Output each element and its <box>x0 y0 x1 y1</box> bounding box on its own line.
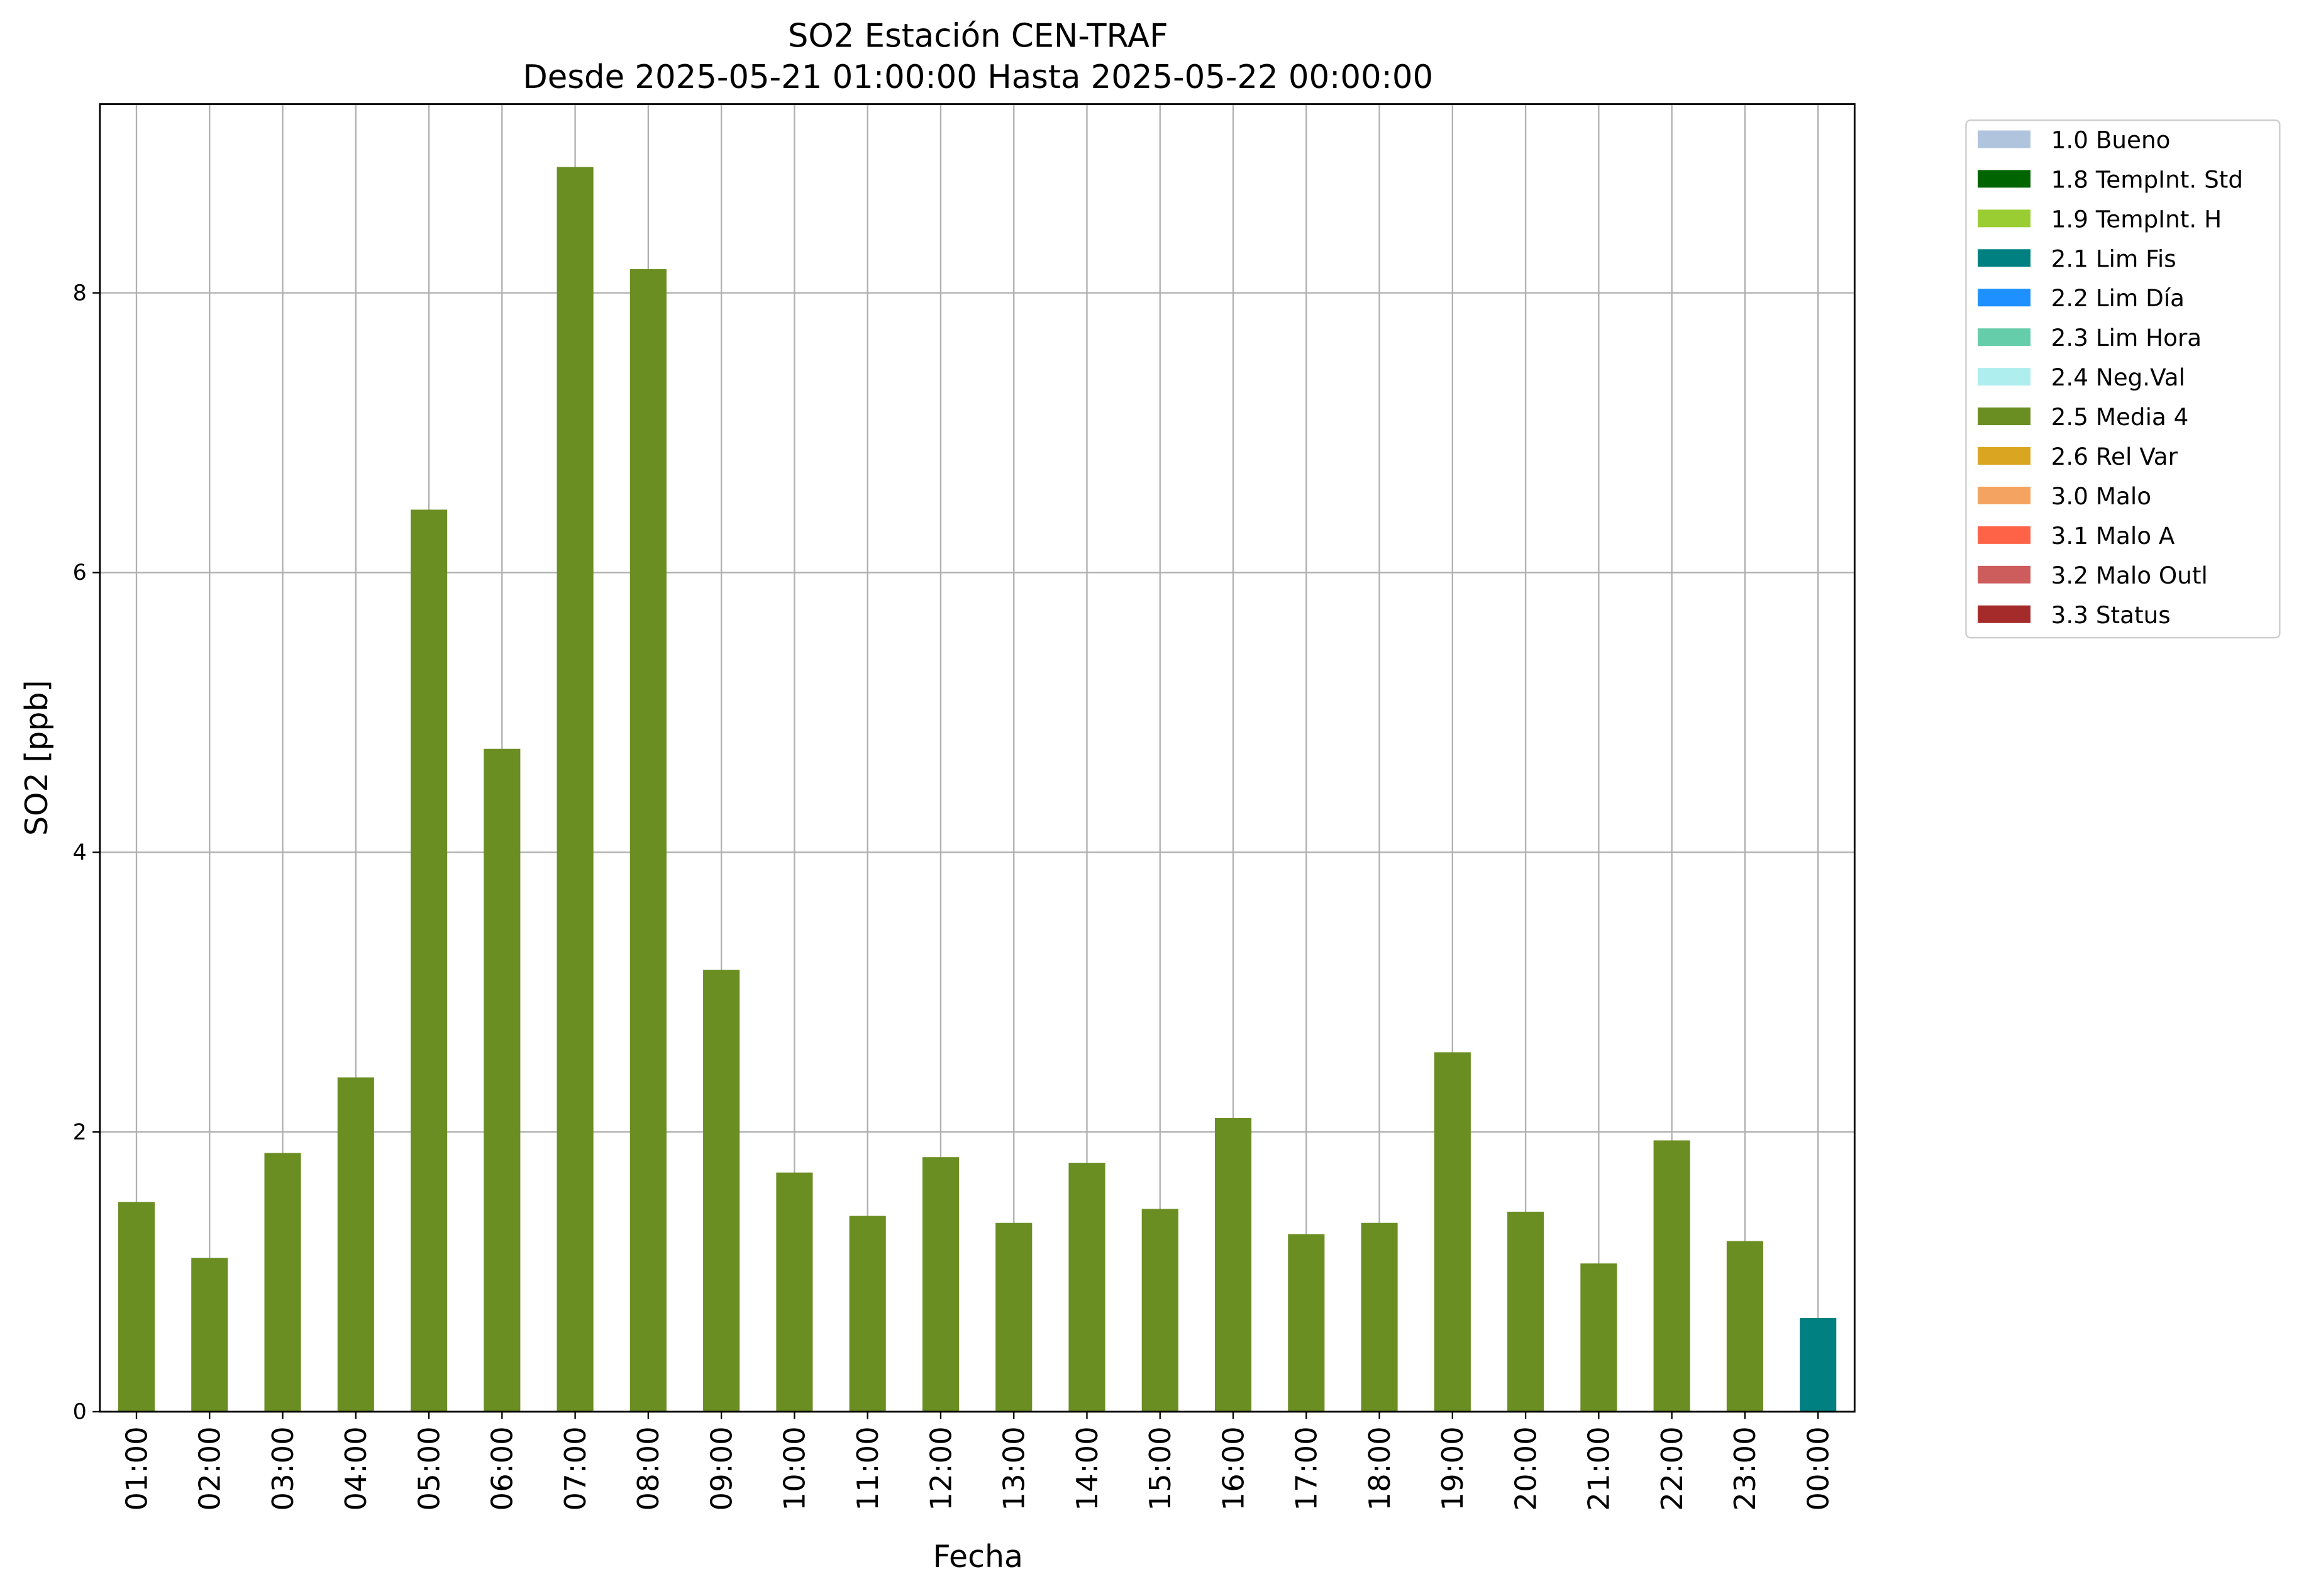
bar <box>1580 1263 1617 1412</box>
bar <box>1726 1241 1763 1412</box>
x-tick-label: 14:00 <box>1070 1426 1104 1510</box>
bar <box>1507 1211 1544 1412</box>
bars <box>118 167 1837 1412</box>
legend-label: 3.2 Malo Outl <box>2051 562 2208 589</box>
legend-swatch <box>1978 209 2031 228</box>
bar <box>1214 1117 1252 1412</box>
bar <box>1361 1222 1398 1412</box>
bar <box>776 1172 813 1412</box>
legend-swatch <box>1978 249 2031 267</box>
chart-subtitle: Desde 2025-05-21 01:00:00 Hasta 2025-05-… <box>523 58 1433 96</box>
bar <box>849 1216 886 1412</box>
legend-swatch <box>1978 328 2031 346</box>
bar <box>1800 1317 1837 1412</box>
x-tick-label: 05:00 <box>412 1426 446 1510</box>
y-axis-label: SO2 [ppb] <box>19 680 55 836</box>
legend-label: 3.0 Malo <box>2051 482 2151 510</box>
x-axis-label: Fecha <box>933 1539 1024 1575</box>
x-tick-label: 09:00 <box>704 1426 738 1510</box>
legend-label: 1.8 TempInt. Std <box>2051 165 2243 193</box>
bar <box>337 1077 374 1412</box>
legend-swatch <box>1978 289 2031 307</box>
legend-swatch <box>1978 605 2031 623</box>
legend-label: 2.6 Rel Var <box>2051 443 2178 470</box>
bar <box>703 970 740 1412</box>
legend-label: 2.5 Media 4 <box>2051 403 2189 431</box>
bar <box>1434 1052 1471 1412</box>
bar <box>1288 1234 1325 1412</box>
legend-label: 1.9 TempInt. H <box>2051 205 2222 233</box>
bar <box>484 748 521 1412</box>
legend-label: 2.4 Neg.Val <box>2051 363 2185 391</box>
legend-label: 3.1 Malo A <box>2051 522 2175 550</box>
bar <box>1653 1140 1690 1412</box>
bar <box>557 167 594 1412</box>
x-tick-label: 03:00 <box>266 1426 300 1510</box>
axes: 0 2 4 6 8 01:00 02:00 03:00 04:00 05:00 06:00 07:00… <box>73 280 1836 1510</box>
y-tick-label: 0 <box>73 1400 87 1425</box>
x-tick-label: 17:00 <box>1290 1426 1324 1510</box>
legend-swatch <box>1978 407 2031 426</box>
legend-swatch <box>1978 368 2031 386</box>
x-tick-label: 12:00 <box>924 1426 958 1510</box>
x-tick-label: 23:00 <box>1728 1426 1762 1510</box>
bar <box>995 1222 1033 1412</box>
x-tick-label: 21:00 <box>1582 1426 1616 1510</box>
y-tick-label: 4 <box>73 840 87 865</box>
x-tick-label: 13:00 <box>997 1426 1031 1510</box>
legend-swatch <box>1978 130 2031 148</box>
bar <box>191 1258 228 1412</box>
x-tick-label: 18:00 <box>1363 1426 1397 1510</box>
bar <box>118 1202 155 1412</box>
x-tick-label: 00:00 <box>1801 1426 1835 1510</box>
x-tick-label: 16:00 <box>1216 1426 1250 1510</box>
legend-label: 2.3 Lim Hora <box>2051 324 2202 352</box>
bar <box>1068 1163 1105 1412</box>
x-tick-label: 19:00 <box>1436 1426 1470 1510</box>
x-tick-label: 10:00 <box>778 1426 812 1510</box>
legend: 1.0 Bueno 1.8 TempInt. Std 1.9 TempInt. H 2… <box>1978 126 2243 629</box>
legend-label: 3.3 Status <box>2051 601 2171 629</box>
bar <box>922 1157 960 1412</box>
legend-swatch <box>1978 526 2031 544</box>
x-tick-label: 15:00 <box>1143 1426 1177 1510</box>
legend-box <box>1965 119 2281 639</box>
plot-frame <box>99 103 1856 1413</box>
x-tick-label: 08:00 <box>631 1426 665 1510</box>
bar <box>629 269 667 1412</box>
x-tick-label: 06:00 <box>485 1426 519 1510</box>
bar <box>264 1153 301 1412</box>
x-tick-label: 07:00 <box>558 1426 592 1510</box>
bar <box>1141 1209 1178 1412</box>
y-tick-label: 6 <box>73 560 87 585</box>
legend-swatch <box>1978 447 2031 465</box>
x-tick-label: 01:00 <box>119 1426 153 1510</box>
bar <box>411 509 448 1412</box>
legend-label: 2.1 Lim Fis <box>2051 245 2176 272</box>
legend-label: 1.0 Bueno <box>2051 126 2171 153</box>
x-tick-label: 20:00 <box>1509 1426 1543 1510</box>
x-tick-label: 11:00 <box>851 1426 885 1510</box>
y-tick-label: 2 <box>73 1120 87 1145</box>
legend-swatch <box>1978 565 2031 584</box>
legend-label: 2.2 Lim Día <box>2051 284 2185 312</box>
chart-title: SO2 Estación CEN-TRAF <box>788 18 1168 55</box>
legend-swatch <box>1978 486 2031 504</box>
x-tick-label: 02:00 <box>193 1426 227 1510</box>
x-tick-label: 04:00 <box>339 1426 373 1510</box>
x-tick-label: 22:00 <box>1655 1426 1689 1510</box>
legend-swatch <box>1978 170 2031 188</box>
y-tick-label: 8 <box>73 280 87 306</box>
